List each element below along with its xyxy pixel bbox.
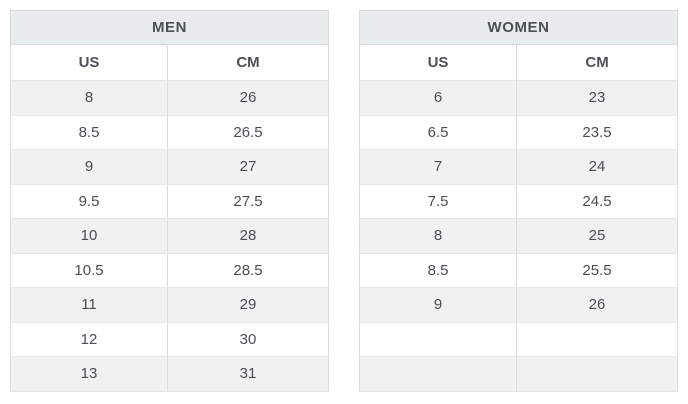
size-cell: 26 [167,80,329,116]
size-row: 8.5 25.5 [359,253,678,288]
size-row: 8 25 [359,218,678,254]
size-cell: 13 [10,356,168,392]
size-row: 8 26 [10,80,329,116]
size-row: 9 26 [359,287,678,323]
size-cell: 8.5 [10,115,168,150]
size-cell: 28 [167,218,329,254]
women-table-title-row: WOMEN [359,10,679,45]
size-row: 10.5 28.5 [10,253,329,288]
size-cell: 9 [359,287,518,323]
size-cell: 23 [516,80,678,116]
size-cell: 27 [167,149,329,185]
size-cell: 23.5 [516,115,678,150]
size-row [359,356,678,392]
size-cell: 8 [10,80,168,116]
size-cell [359,356,518,392]
size-row: 6 23 [359,80,678,116]
size-row: 11 29 [10,287,329,323]
size-cell: 24 [516,149,678,185]
size-cell: 29 [167,287,329,323]
size-cell: 31 [167,356,329,392]
women-us-column-header: US [359,44,518,81]
size-cell: 24.5 [516,184,678,219]
men-size-table: MEN US CM 8 26 8.5 26.5 9 27 9.5 27.5 10 28 10.5 28… [9,10,330,392]
men-table-header-row: US CM [10,44,329,81]
size-cell: 7.5 [359,184,518,219]
size-cell: 27.5 [167,184,329,219]
size-cell: 10.5 [10,253,168,288]
size-row [359,322,678,357]
size-cell: 25 [516,218,678,254]
size-row: 8.5 26.5 [10,115,329,150]
size-cell: 26.5 [167,115,329,150]
men-table-title-row: MEN [9,10,330,45]
size-row: 13 31 [10,356,329,392]
women-table-body: 6 23 6.5 23.5 7 24 7.5 24.5 8 25 8.5 25.5 9 26 [359,80,678,392]
size-cell: 30 [167,322,329,357]
size-cell: 8 [359,218,518,254]
women-cm-column-header: CM [516,44,678,81]
size-cell: 9.5 [10,184,168,219]
men-cm-column-header: CM [167,44,329,81]
size-row: 12 30 [10,322,329,357]
size-cell: 25.5 [516,253,678,288]
women-table-title: WOMEN [359,10,679,45]
size-row: 7 24 [359,149,678,185]
size-cell [516,322,678,357]
size-cell: 26 [516,287,678,323]
size-row: 9.5 27.5 [10,184,329,219]
women-table-header-row: US CM [359,44,678,81]
men-us-column-header: US [10,44,168,81]
size-cell: 6 [359,80,518,116]
women-size-table: WOMEN US CM 6 23 6.5 23.5 7 24 7.5 24.5 8 25 8.5 25… [359,10,679,392]
size-cell: 10 [10,218,168,254]
size-row: 7.5 24.5 [359,184,678,219]
size-cell: 8.5 [359,253,518,288]
size-row: 9 27 [10,149,329,185]
size-cell: 6.5 [359,115,518,150]
men-table-body: 8 26 8.5 26.5 9 27 9.5 27.5 10 28 10.5 28.5 11 29 12 30… [10,80,329,392]
size-cell [359,322,518,357]
size-cell: 9 [10,149,168,185]
size-row: 6.5 23.5 [359,115,678,150]
size-cell: 28.5 [167,253,329,288]
size-row: 10 28 [10,218,329,254]
size-cell: 12 [10,322,168,357]
size-cell: 11 [10,287,168,323]
men-table-title: MEN [9,10,330,45]
size-cell: 7 [359,149,518,185]
size-cell [516,356,678,392]
